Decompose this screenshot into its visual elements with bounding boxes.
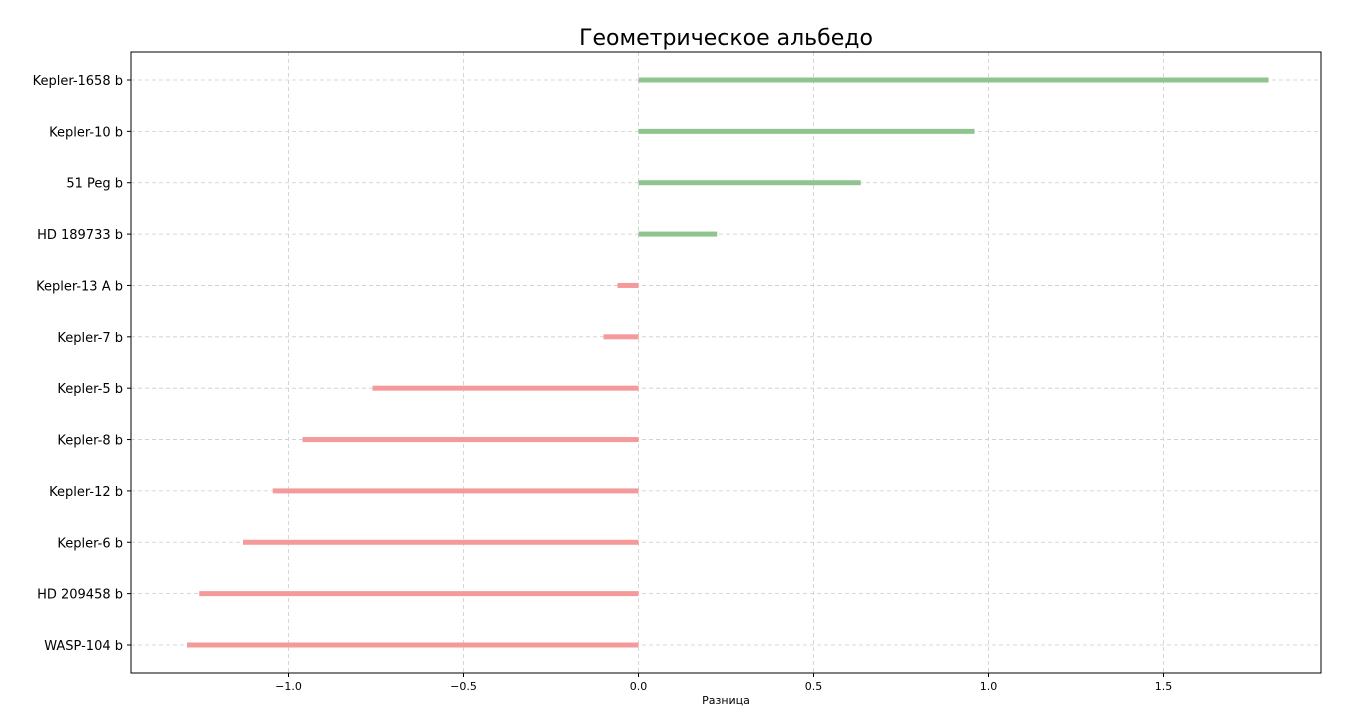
bar [638,128,975,134]
grid [131,52,1321,673]
y-ticks: WASP-104 b HD 209458 b Kepler-6 b Kepler-12… [33,74,131,654]
x-tick-label: 0.5 [805,680,823,693]
bar [272,488,639,494]
y-tick-label: WASP-104 b [44,639,123,654]
bar [638,77,1269,83]
x-axis-label: Разница [702,694,750,707]
bar [638,180,861,186]
y-tick-label: HD 209458 b [37,588,123,603]
chart-title: Геометрическое альбедо [579,26,873,51]
y-tick-label: Kepler-8 b [57,434,123,449]
bar [617,282,639,288]
y-tick-label: Kepler-10 b [49,125,123,140]
bar [187,642,639,648]
x-tick-label: −1.0 [275,680,302,693]
bars [187,77,1269,648]
y-tick-label: Kepler-12 b [49,485,123,500]
y-tick-label: Kepler-13 A b [36,279,123,294]
x-tick-label: 0.0 [630,680,648,693]
y-tick-label: 51 Peg b [66,177,123,192]
x-tick-label: 1.0 [980,680,998,693]
x-tick-label: −0.5 [450,680,477,693]
bar [603,334,639,340]
y-tick-label: HD 189733 b [37,228,123,243]
y-tick-label: Kepler-5 b [57,382,123,397]
y-tick-label: Kepler-6 b [57,536,123,551]
y-tick-label: Kepler-1658 b [33,74,123,89]
bar [243,539,639,545]
bar [372,385,639,391]
bar [638,231,718,237]
x-tick-label: 1.5 [1155,680,1173,693]
x-ticks: −1.0 −0.5 0.0 0.5 1.0 1.5 [275,673,1172,693]
y-tick-label: Kepler-7 b [57,331,123,346]
bar [199,591,639,597]
plot-frame [130,51,1322,674]
bar [302,437,639,443]
